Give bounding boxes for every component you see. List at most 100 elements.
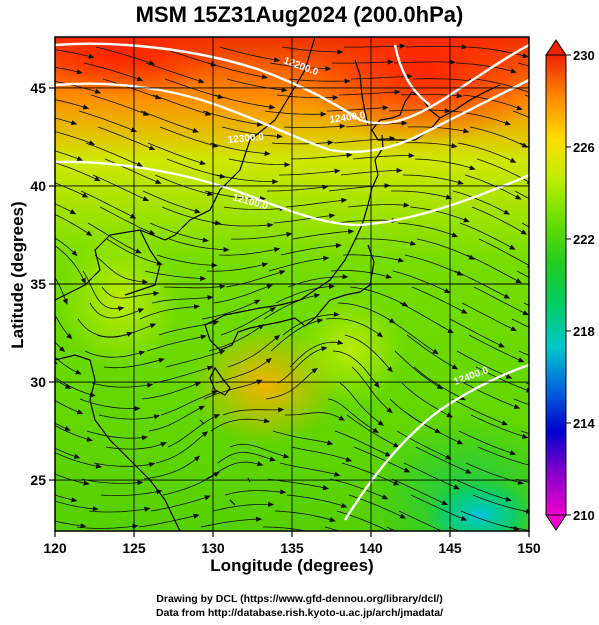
colorbar: 210 214 218 222 226 230: [545, 39, 595, 531]
streamline: [352, 155, 412, 160]
contour-line-12100: [343, 363, 529, 521]
streamline: [55, 425, 91, 441]
streamline-arrow: [571, 368, 577, 373]
streamline-arrow: [76, 156, 84, 161]
x-tick-label: 140: [359, 540, 383, 556]
x-tick-label: 145: [438, 540, 462, 556]
streamline: [269, 62, 329, 70]
streamline-arrow: [530, 463, 536, 468]
streamline-arrow: [444, 108, 451, 114]
streamline: [277, 347, 325, 384]
streamline: [55, 473, 87, 484]
streamline-arrow: [148, 229, 156, 235]
streamline-arrow: [387, 366, 393, 373]
streamline: [144, 270, 204, 279]
streamline: [55, 376, 94, 396]
streamline: [138, 515, 197, 528]
streamline: [512, 110, 529, 118]
streamline-arrow: [256, 516, 263, 522]
streamline: [76, 525, 136, 529]
streamline: [395, 142, 455, 147]
streamline-arrow: [396, 167, 403, 174]
streamline: [55, 99, 87, 109]
streamline: [275, 286, 333, 304]
streamline: [411, 286, 466, 313]
streamline-arrow: [81, 192, 89, 198]
streamline: [105, 443, 165, 450]
streamline-arrow: [273, 334, 281, 341]
streamline-arrow: [92, 506, 99, 512]
streamline-arrow: [595, 451, 599, 456]
streamline: [398, 510, 443, 531]
y-tick-label: 35: [30, 276, 46, 292]
contour-line-12400-east: [393, 44, 431, 106]
streamline-arrow: [193, 304, 201, 310]
streamline: [458, 430, 514, 454]
streamline: [97, 126, 153, 150]
plot-area: 12200.0 12400.0 12300.0 12100.0 12400.0: [55, 37, 599, 531]
streamline-arrow: [329, 213, 336, 219]
streamline-arrow: [213, 414, 221, 419]
streamline-arrow: [94, 88, 102, 94]
streamline: [467, 46, 527, 57]
streamline-arrow: [445, 194, 453, 200]
streamline-arrow: [583, 351, 589, 356]
streamline: [202, 110, 261, 125]
streamline-arrow: [337, 49, 344, 55]
streamline-arrow: [570, 247, 577, 252]
streamline-arrow: [327, 140, 334, 146]
x-tick-label: 130: [201, 540, 225, 556]
streamline-arrow: [574, 117, 581, 122]
streamline-arrow: [320, 111, 327, 117]
streamline-arrow: [311, 368, 318, 374]
streamline-arrow: [498, 342, 505, 348]
streamline: [149, 222, 207, 241]
streamline-arrow: [345, 456, 353, 462]
streamline-arrow: [136, 76, 144, 82]
streamline: [55, 494, 75, 501]
colorbar-tick-label: 230: [573, 48, 595, 63]
streamline: [516, 270, 529, 278]
streamline: [218, 248, 278, 256]
streamline-arrow: [148, 145, 156, 150]
streamline-arrow: [86, 230, 93, 237]
streamline-arrow: [223, 247, 230, 253]
streamline: [451, 398, 506, 425]
streamline-arrow: [266, 284, 273, 290]
streamline: [55, 131, 93, 145]
streamline: [394, 350, 441, 389]
streamline-arrow: [522, 310, 529, 316]
streamline: [402, 174, 462, 184]
y-tick-label: 45: [30, 80, 46, 96]
streamline: [474, 78, 529, 93]
streamline-arrow: [501, 420, 508, 426]
streamlines: [55, 43, 599, 531]
streamline-arrow: [525, 387, 529, 393]
streamline: [55, 162, 99, 181]
streamline-arrow: [341, 197, 348, 203]
streamline: [279, 170, 338, 176]
streamline-arrow: [64, 383, 72, 389]
streamline-arrow: [198, 405, 205, 411]
streamline: [94, 254, 146, 283]
streamline-arrow: [144, 506, 151, 512]
streamline: [336, 510, 390, 531]
streamline-arrow: [432, 348, 439, 355]
streamline-arrow: [503, 209, 510, 215]
streamline-arrow: [504, 120, 511, 126]
streamline-arrow: [505, 496, 512, 502]
streamline: [142, 190, 199, 213]
streamline: [464, 174, 520, 199]
streamline-arrow: [517, 479, 525, 485]
streamline-arrow: [264, 150, 271, 157]
streamline-arrow: [213, 471, 220, 477]
streamline: [99, 206, 153, 234]
streamline-arrow: [273, 57, 281, 63]
streamline-arrow: [515, 194, 522, 200]
streamline-arrow: [80, 523, 87, 529]
streamline-arrow: [456, 93, 463, 99]
contour-label: 12300.0: [227, 132, 264, 146]
streamline-arrow: [339, 123, 346, 129]
streamline: [86, 430, 146, 439]
streamline: [162, 472, 218, 496]
